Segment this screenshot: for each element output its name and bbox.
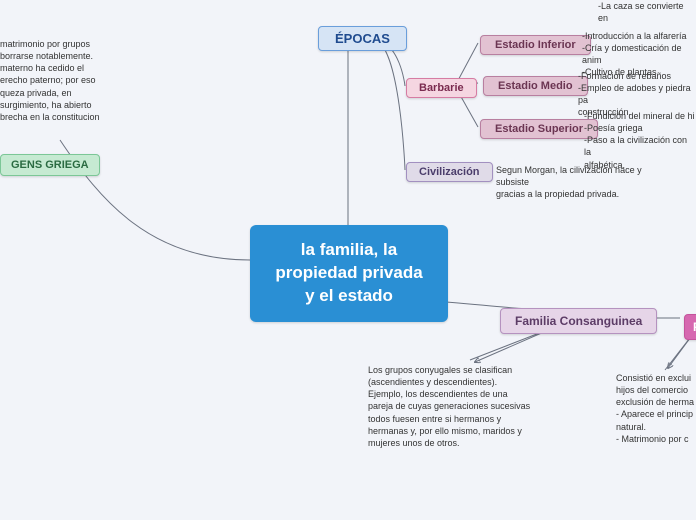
node-civilizacion[interactable]: Civilización: [406, 162, 493, 182]
node-gens-griega[interactable]: GENS GRIEGA: [0, 154, 100, 176]
note-consanguinea: Los grupos conyugales se clasifican(asce…: [368, 364, 542, 449]
node-fam[interactable]: Fam: [684, 314, 696, 340]
central-topic[interactable]: la familia, la propiedad privada y el es…: [250, 225, 448, 322]
note-fam: Consistió en excluihijos del comercioexc…: [616, 372, 696, 445]
node-estadio-inferior[interactable]: Estadio Inferior: [480, 35, 591, 55]
node-barbarie[interactable]: Barbarie: [406, 78, 477, 98]
note-caza: -La caza se convierte en: [598, 0, 696, 24]
note-left: matrimonio por grupos borrarse notableme…: [0, 38, 120, 123]
node-familia-consanguinea[interactable]: Familia Consanguinea: [500, 308, 657, 334]
node-estadio-medio[interactable]: Estadio Medio: [483, 76, 588, 96]
node-estadio-superior[interactable]: Estadio Superior: [480, 119, 598, 139]
node-epocas[interactable]: ÉPOCAS: [318, 26, 407, 51]
note-civilizacion: Segun Morgan, la cilivizacion nace y sub…: [496, 164, 676, 200]
note-superior: -Fundición del mineral de hi-Poesía grie…: [584, 110, 696, 171]
